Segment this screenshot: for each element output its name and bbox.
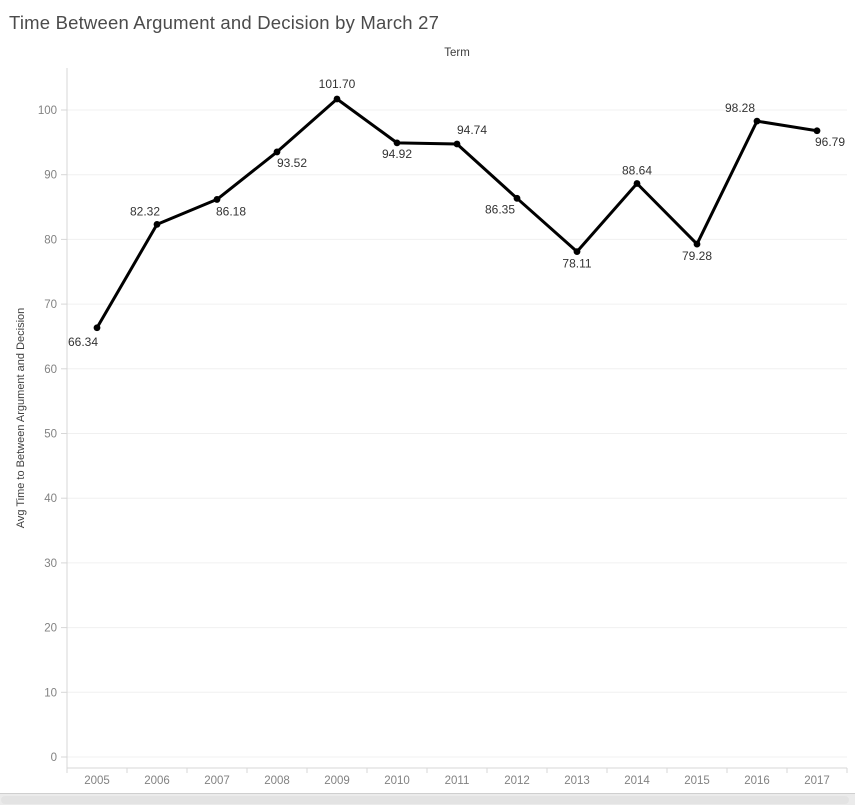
y-tick-label: 100 bbox=[38, 105, 57, 117]
x-tick-label: 2008 bbox=[264, 775, 290, 787]
data-point[interactable] bbox=[513, 194, 521, 202]
x-tick-label: 2013 bbox=[564, 775, 590, 787]
y-tick-label: 0 bbox=[51, 752, 57, 764]
value-label: 94.92 bbox=[382, 147, 412, 161]
x-tick-label: 2017 bbox=[804, 775, 830, 787]
data-point[interactable] bbox=[453, 140, 461, 148]
x-tick-label: 2011 bbox=[445, 775, 470, 787]
x-tick-label: 2009 bbox=[324, 775, 350, 787]
x-tick-label: 2012 bbox=[504, 775, 530, 787]
x-tick-label: 2016 bbox=[744, 775, 770, 787]
value-label: 86.35 bbox=[485, 202, 515, 216]
y-tick-label: 50 bbox=[44, 429, 57, 441]
value-label: 66.34 bbox=[68, 335, 98, 349]
x-tick-label: 2014 bbox=[624, 775, 650, 787]
data-point[interactable] bbox=[813, 127, 821, 135]
y-tick-label: 30 bbox=[44, 558, 57, 570]
y-tick-label: 40 bbox=[44, 493, 57, 505]
value-label: 98.28 bbox=[725, 101, 755, 115]
value-label: 78.11 bbox=[562, 257, 591, 271]
data-point[interactable] bbox=[333, 95, 341, 103]
chart-title: Time Between Argument and Decision by Ma… bbox=[9, 12, 440, 33]
value-label: 82.32 bbox=[130, 204, 160, 218]
value-label: 94.74 bbox=[457, 123, 487, 137]
x-tick-label: 2006 bbox=[144, 775, 170, 787]
data-point[interactable] bbox=[273, 148, 281, 156]
data-point[interactable] bbox=[633, 180, 641, 187]
data-point[interactable] bbox=[93, 324, 101, 332]
data-point[interactable] bbox=[573, 248, 581, 256]
y-tick-label: 10 bbox=[44, 687, 57, 699]
data-point[interactable] bbox=[753, 117, 761, 125]
data-point[interactable] bbox=[693, 240, 701, 248]
data-point[interactable] bbox=[153, 220, 161, 228]
y-tick-label: 70 bbox=[44, 299, 57, 311]
data-point[interactable] bbox=[213, 196, 221, 203]
value-label: 93.52 bbox=[277, 156, 307, 170]
value-label: 88.64 bbox=[622, 163, 652, 177]
y-tick-label: 80 bbox=[44, 234, 57, 246]
x-tick-label: 2015 bbox=[684, 775, 710, 787]
y-tick-label: 20 bbox=[44, 623, 57, 635]
value-label: 101.70 bbox=[319, 77, 356, 91]
x-tick-label: 2010 bbox=[384, 775, 410, 787]
y-tick-label: 60 bbox=[44, 364, 57, 376]
horizontal-scrollbar[interactable] bbox=[0, 793, 855, 805]
value-label: 96.79 bbox=[815, 135, 845, 149]
horizontal-scrollbar-thumb[interactable] bbox=[1, 796, 849, 804]
value-label: 79.28 bbox=[682, 249, 712, 263]
x-tick-label: 2005 bbox=[84, 775, 110, 787]
value-label: 86.18 bbox=[216, 204, 246, 218]
y-tick-label: 90 bbox=[44, 170, 57, 182]
data-point[interactable] bbox=[393, 139, 401, 147]
x-tick-label: 2007 bbox=[204, 775, 230, 787]
x-axis-title: Term bbox=[444, 47, 470, 59]
